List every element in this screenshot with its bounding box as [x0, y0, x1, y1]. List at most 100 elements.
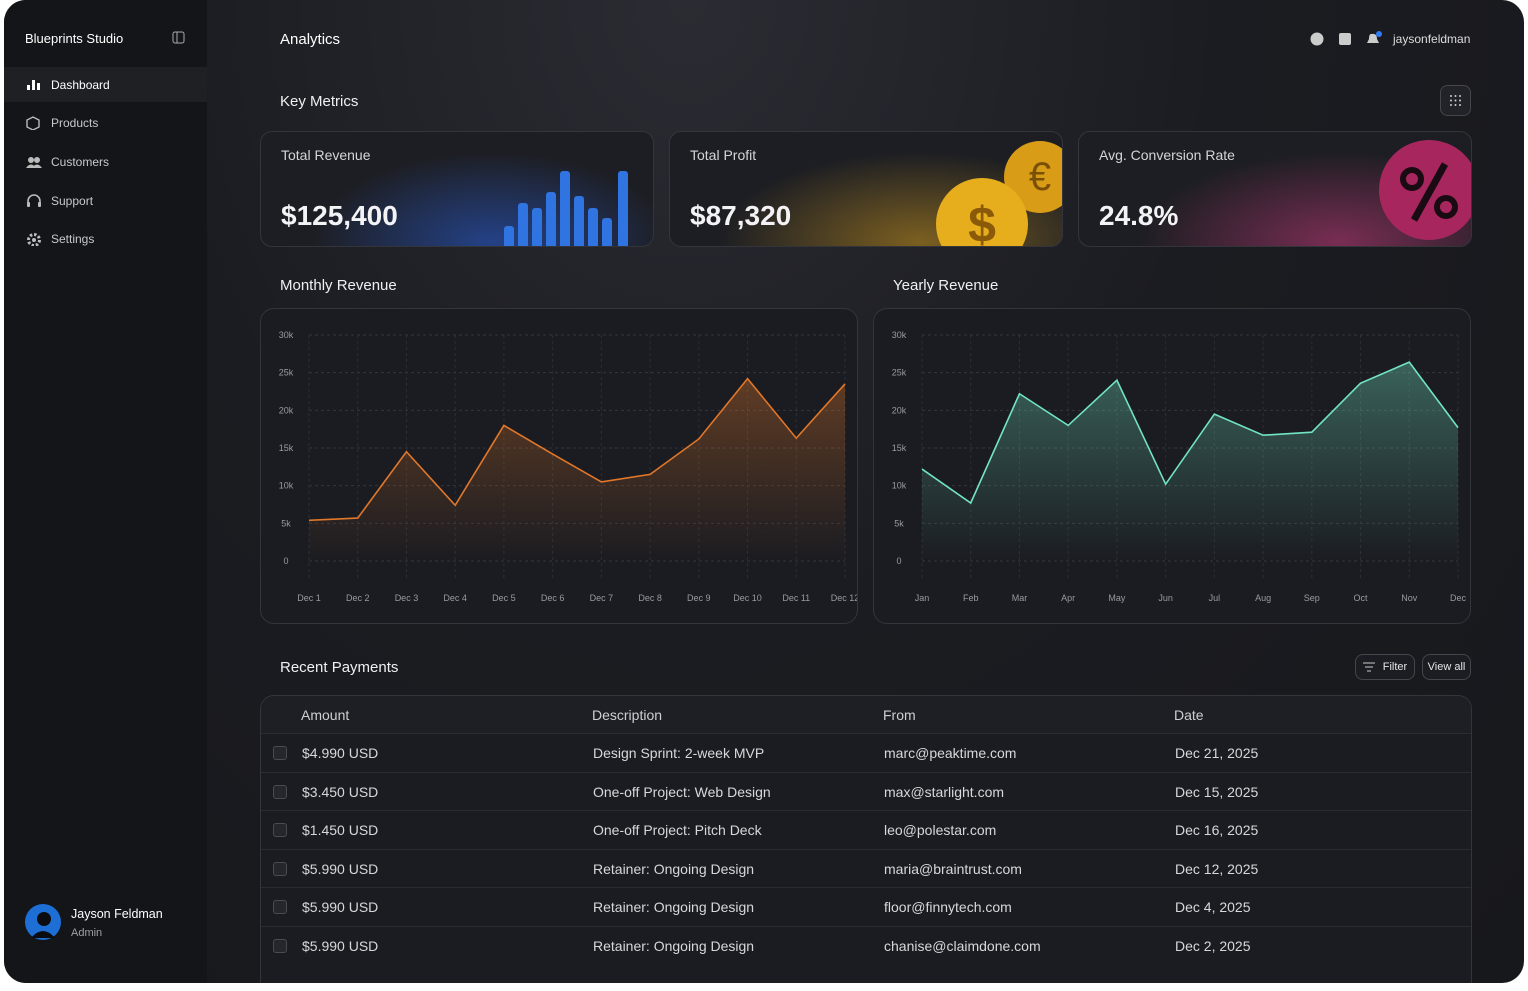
y-tick-label: 30k: [892, 330, 907, 340]
chart-title: Yearly Revenue: [893, 277, 999, 294]
cell: $1.450 USD: [302, 822, 379, 839]
x-tick-label: Jun: [1158, 593, 1173, 603]
view-all-button[interactable]: View all: [1422, 654, 1471, 680]
nav-item[interactable]: Settings: [4, 222, 207, 257]
cell: $5.990 USD: [302, 860, 379, 877]
area: [309, 378, 845, 561]
cell: Dec 12, 2025: [1175, 860, 1259, 877]
nav-icon: [26, 156, 42, 168]
nav-label: Products: [51, 116, 99, 131]
nav-item[interactable]: Products: [4, 106, 207, 141]
column-header: Description: [592, 707, 663, 723]
avatar: [25, 904, 61, 940]
nav-icon: [27, 79, 40, 90]
y-tick-label: 10k: [892, 481, 907, 491]
cell: floor@finnytech.com: [884, 899, 1012, 916]
cell: Retainer: Ongoing Design: [593, 938, 755, 954]
y-tick-label: 30k: [279, 330, 294, 340]
line: [308, 377, 846, 522]
x-tick-label: Sep: [1304, 593, 1320, 603]
cell: Dec 15, 2025: [1175, 783, 1259, 800]
brand: Blueprints Studio: [25, 31, 124, 46]
y-tick-label: 15k: [279, 443, 294, 453]
table-row: $4.990 USD Design Sprint: 2-week MVP marc@…: [261, 733, 1471, 772]
cell: Design Sprint: 2-week MVP: [593, 745, 765, 761]
cell: $5.990 USD: [302, 938, 379, 954]
checkbox[interactable]: [273, 861, 287, 876]
metric-card: € $ Total Profit $87,320: [669, 131, 1063, 247]
section-title: Recent Payments: [280, 659, 399, 676]
x-tick-label: Dec 8: [638, 593, 662, 603]
cell: maria@braintrust.com: [884, 860, 1022, 877]
nav-item[interactable]: Customers: [4, 144, 207, 179]
user-name: Jayson Feldman: [71, 907, 163, 921]
checkbox[interactable]: [273, 746, 287, 760]
header-icons: [1310, 31, 1382, 46]
chart-title: Monthly Revenue: [280, 277, 397, 294]
cell: leo@polestar.com: [884, 822, 997, 839]
table-row: $1.450 USD One-off Project: Pitch Deck leo…: [261, 810, 1471, 849]
checkbox[interactable]: [273, 784, 287, 799]
card-decoration: €$: [720, 141, 1062, 247]
cell: $4.990 USD: [302, 745, 379, 761]
table-row: $5.990 USD Retainer: Ongoing Design floor@…: [261, 887, 1471, 926]
filter-label: Filter: [1382, 661, 1408, 673]
chart: 0 5k 10k 15k 20k 25k 30k Jan Feb Mar Apr May Jun Jul A…: [892, 330, 1467, 603]
filter-button[interactable]: Filter: [1355, 654, 1415, 680]
x-tick-label: Dec 2: [346, 593, 370, 603]
grid-button[interactable]: [1440, 85, 1471, 116]
y-tick-label: 5k: [894, 518, 904, 528]
table-header: Amount Description From Date: [261, 696, 1471, 733]
nav-label: Settings: [51, 232, 95, 247]
y-tick-label: 0: [283, 556, 288, 566]
y-tick-label: 0: [896, 556, 901, 566]
x-tick-label: Apr: [1061, 593, 1075, 603]
section-title: Key Metrics: [280, 93, 359, 110]
column-header: Date: [1174, 707, 1204, 723]
x-tick-label: Oct: [1354, 593, 1369, 603]
sidebar: Blueprints Studio Dashboard Products Custo…: [4, 0, 207, 983]
cell: Retainer: Ongoing Design: [593, 899, 755, 916]
payments-table: Amount Description From Date $4.990 USD Desig…: [260, 695, 1472, 983]
svg-text:$: $: [968, 197, 996, 247]
cell: Dec 16, 2025: [1175, 822, 1259, 839]
chart: 0 5k 10k 15k 20k 25k 30k Dec 1 Dec 2 Dec 3 Dec 4 De…: [279, 330, 857, 603]
cell: Dec 21, 2025: [1175, 745, 1259, 761]
checkbox[interactable]: [273, 900, 287, 915]
svg-text:€: €: [1029, 155, 1051, 199]
nav-icon: [27, 193, 41, 207]
checkbox[interactable]: [273, 939, 287, 953]
table-row: $5.990 USD Retainer: Ongoing Design maria@…: [261, 848, 1471, 888]
x-tick-label: Nov: [1401, 593, 1418, 603]
cell: max@starlight.com: [884, 783, 1005, 800]
x-tick-label: Aug: [1255, 593, 1271, 603]
nav-label: Support: [51, 193, 94, 208]
nav-label: Customers: [51, 154, 110, 169]
x-tick-label: Dec 7: [590, 593, 614, 603]
user-role: Admin: [71, 927, 103, 939]
collapse-icon[interactable]: [172, 31, 185, 44]
x-tick-label: Dec 10: [733, 593, 762, 603]
metric-card: Total Revenue $125,400: [260, 131, 654, 247]
nav-item[interactable]: Dashboard: [4, 67, 207, 102]
x-tick-label: Dec 4: [443, 593, 467, 603]
nav-item[interactable]: Support: [4, 183, 207, 218]
x-tick-label: Dec: [1450, 593, 1467, 603]
x-tick-label: Dec 9: [687, 593, 711, 603]
page-title: Analytics: [280, 31, 341, 48]
checkbox[interactable]: [273, 823, 287, 838]
app-frame: Blueprints Studio Dashboard Products Custo…: [4, 0, 1524, 983]
metric-card: Avg. Conversion Rate 24.8%: [1078, 131, 1472, 247]
username[interactable]: jaysonfeldman: [1393, 32, 1471, 46]
x-tick-label: Dec 5: [492, 593, 516, 603]
y-tick-label: 20k: [892, 405, 907, 415]
column-header: Amount: [301, 707, 350, 723]
y-tick-label: 25k: [279, 368, 294, 378]
column-header: From: [883, 707, 916, 723]
y-tick-label: 15k: [892, 443, 907, 453]
metric-label: Total Profit: [690, 147, 757, 163]
cell: Retainer: Ongoing Design: [593, 860, 755, 877]
x-tick-label: Mar: [1012, 593, 1028, 603]
cell: Dec 2, 2025: [1175, 938, 1251, 954]
nav-label: Dashboard: [51, 77, 110, 92]
